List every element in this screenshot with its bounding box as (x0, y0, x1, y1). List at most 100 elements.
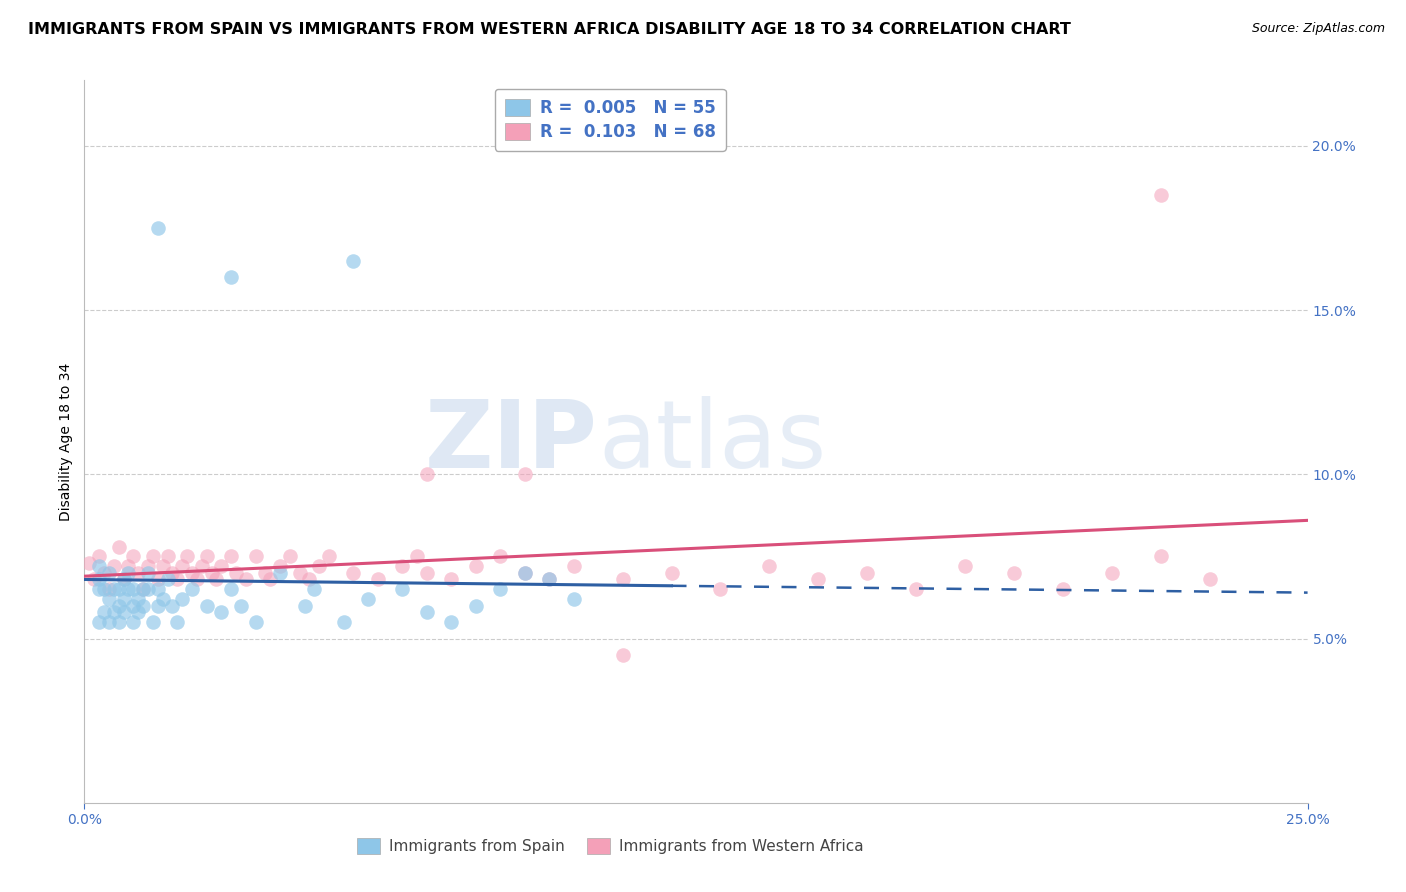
Point (195, 549, 218, 564)
Point (200, 566, 222, 580)
Point (1002, 566, 1025, 580)
Point (661, 566, 683, 580)
Point (77, 556, 100, 570)
Point (186, 573, 208, 587)
Point (288, 566, 311, 580)
Point (219, 270, 242, 285)
Point (416, 467, 439, 482)
Point (269, 559, 291, 574)
Point (391, 582, 413, 597)
Point (152, 592, 174, 607)
Point (342, 566, 364, 580)
Point (235, 573, 257, 587)
Point (758, 559, 780, 574)
Point (1052, 582, 1074, 597)
Point (132, 582, 155, 597)
Point (146, 582, 169, 597)
Point (156, 573, 179, 587)
Point (122, 549, 145, 564)
Text: atlas: atlas (598, 395, 827, 488)
Point (440, 615, 463, 630)
Point (191, 559, 214, 574)
Point (440, 573, 463, 587)
Point (107, 540, 129, 554)
Point (87, 549, 110, 564)
Point (332, 615, 354, 630)
Point (136, 566, 159, 580)
Point (146, 573, 169, 587)
Point (146, 599, 169, 613)
Point (856, 566, 879, 580)
Point (513, 566, 536, 580)
Point (112, 592, 135, 607)
Point (245, 549, 267, 564)
Point (181, 582, 204, 597)
Point (562, 559, 585, 574)
Point (259, 573, 281, 587)
Point (905, 582, 928, 597)
Point (205, 573, 228, 587)
Point (464, 559, 486, 574)
Point (117, 582, 139, 597)
Point (93, 566, 115, 580)
Point (172, 559, 194, 574)
Point (254, 566, 277, 580)
Point (127, 592, 149, 607)
Point (464, 599, 486, 613)
Point (112, 605, 135, 619)
Point (156, 549, 179, 564)
Y-axis label: Disability Age 18 to 34: Disability Age 18 to 34 (59, 362, 73, 521)
Point (122, 615, 145, 630)
Point (612, 648, 634, 662)
Point (195, 599, 218, 613)
Point (103, 605, 125, 619)
Point (953, 559, 976, 574)
Point (87, 582, 110, 597)
Point (219, 582, 242, 597)
Point (136, 582, 159, 597)
Point (132, 599, 155, 613)
Point (807, 573, 830, 587)
Point (209, 559, 232, 574)
Point (1150, 549, 1173, 564)
Point (278, 549, 301, 564)
Point (245, 615, 267, 630)
Point (416, 566, 439, 580)
Point (146, 221, 169, 235)
Point (538, 573, 561, 587)
Point (709, 582, 731, 597)
Point (83, 573, 105, 587)
Point (367, 573, 389, 587)
Point (87, 573, 110, 587)
Point (489, 582, 512, 597)
Point (97, 592, 120, 607)
Point (209, 605, 232, 619)
Point (166, 615, 188, 630)
Point (162, 599, 184, 613)
Point (225, 566, 247, 580)
Point (127, 605, 149, 619)
Point (107, 582, 129, 597)
Point (142, 615, 165, 630)
Point (87, 615, 110, 630)
Point (513, 467, 536, 482)
Text: IMMIGRANTS FROM SPAIN VS IMMIGRANTS FROM WESTERN AFRICA DISABILITY AGE 18 TO 34 : IMMIGRANTS FROM SPAIN VS IMMIGRANTS FROM… (28, 22, 1071, 37)
Legend: Immigrants from Spain, Immigrants from Western Africa: Immigrants from Spain, Immigrants from W… (350, 832, 870, 860)
Text: ZIP: ZIP (425, 395, 598, 488)
Point (1101, 566, 1123, 580)
Point (181, 566, 204, 580)
Point (538, 573, 561, 587)
Point (132, 582, 155, 597)
Point (136, 559, 159, 574)
Point (1198, 573, 1220, 587)
Point (172, 592, 194, 607)
Point (357, 592, 380, 607)
Point (166, 573, 188, 587)
Point (304, 582, 326, 597)
Point (103, 582, 125, 597)
Point (294, 599, 316, 613)
Point (103, 559, 125, 574)
Point (117, 559, 139, 574)
Text: Source: ZipAtlas.com: Source: ZipAtlas.com (1251, 22, 1385, 36)
Point (127, 566, 149, 580)
